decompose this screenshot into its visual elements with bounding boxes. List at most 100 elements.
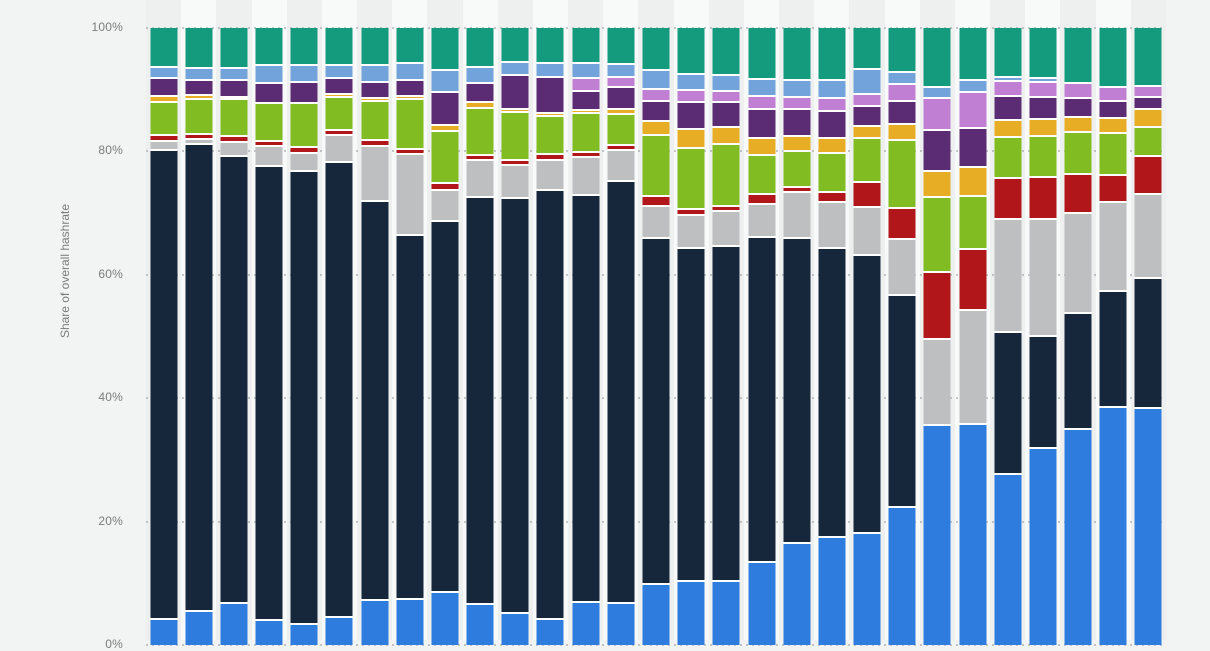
bar-segment-dark-purple[interactable] [888, 99, 916, 124]
bar-segment-gray[interactable] [150, 139, 178, 149]
bar-segment-gray[interactable] [1064, 211, 1092, 312]
bar-segment-lime-green[interactable] [1099, 132, 1127, 174]
bar-segment-dark-red[interactable] [1064, 172, 1092, 212]
bar-segment-orchid[interactable] [923, 96, 951, 130]
bar-segment-light-blue[interactable] [607, 62, 635, 77]
bar-segment-light-blue[interactable] [466, 65, 494, 83]
bar-segment-dark-navy[interactable] [1099, 290, 1127, 406]
bar-segment-gold[interactable] [959, 165, 987, 195]
bar-segment-orchid[interactable] [712, 89, 740, 102]
bar-segment-gray[interactable] [325, 133, 353, 161]
bar-segment-blue[interactable] [185, 609, 213, 645]
bar-segment-gold[interactable] [536, 112, 564, 116]
bar-segment-gray[interactable] [748, 202, 775, 236]
bar-segment-light-blue[interactable] [818, 78, 846, 97]
bar-segment-dark-purple[interactable] [220, 79, 248, 96]
bar-segment-blue[interactable] [150, 617, 178, 645]
bar-segment-dark-navy[interactable] [1029, 334, 1057, 448]
bar-segment-dark-purple[interactable] [501, 73, 529, 109]
bar-segment-dark-red[interactable] [1134, 154, 1162, 194]
bar-segment-orchid[interactable] [677, 89, 705, 102]
bar-segment-gray[interactable] [431, 188, 459, 220]
bar-segment-light-blue[interactable] [888, 70, 916, 83]
bar-segment-light-blue[interactable] [923, 85, 951, 97]
bar-segment-gold[interactable] [361, 97, 389, 101]
bar-segment-teal[interactable] [1029, 28, 1057, 78]
bar-segment-teal[interactable] [361, 28, 389, 64]
stacked-bar[interactable] [642, 28, 670, 645]
bar-segment-gold[interactable] [501, 108, 529, 111]
bar-segment-lime-green[interactable] [290, 101, 318, 146]
bar-segment-teal[interactable] [959, 28, 987, 79]
bar-segment-blue[interactable] [748, 560, 775, 645]
bar-segment-lime-green[interactable] [396, 98, 424, 149]
bar-segment-gold[interactable] [466, 101, 494, 107]
bar-segment-lime-green[interactable] [150, 100, 178, 134]
stacked-bar[interactable] [607, 28, 635, 645]
bar-segment-blue[interactable] [396, 597, 424, 645]
bar-segment-blue[interactable] [325, 615, 353, 645]
bar-segment-dark-purple[interactable] [1134, 96, 1162, 109]
stacked-bar[interactable] [1029, 28, 1057, 645]
stacked-bar[interactable] [888, 28, 916, 645]
bar-segment-teal[interactable] [185, 28, 213, 68]
bar-segment-dark-navy[interactable] [572, 194, 600, 601]
bar-segment-lime-green[interactable] [642, 133, 670, 195]
bar-segment-teal[interactable] [853, 28, 881, 68]
bar-segment-gray[interactable] [255, 145, 283, 165]
bar-segment-lime-green[interactable] [572, 111, 600, 151]
bar-segment-gray[interactable] [572, 155, 600, 195]
bar-segment-teal[interactable] [607, 28, 635, 63]
bar-segment-blue[interactable] [572, 600, 600, 645]
bar-segment-dark-purple[interactable] [396, 79, 424, 95]
stacked-bar[interactable] [783, 28, 811, 645]
stacked-bar[interactable] [994, 28, 1022, 645]
bar-segment-dark-purple[interactable] [642, 99, 670, 120]
bar-segment-light-blue[interactable] [325, 63, 353, 78]
stacked-bar[interactable] [501, 28, 529, 645]
bar-segment-lime-green[interactable] [748, 154, 775, 194]
bar-segment-gold[interactable] [818, 136, 846, 153]
bar-segment-dark-red[interactable] [255, 140, 283, 146]
bar-segment-gold[interactable] [220, 95, 248, 98]
bar-segment-dark-red[interactable] [994, 176, 1022, 219]
bar-segment-dark-navy[interactable] [712, 244, 740, 580]
bar-segment-dark-purple[interactable] [1064, 97, 1092, 116]
bar-segment-gray[interactable] [361, 144, 389, 201]
bar-segment-lime-green[interactable] [1064, 130, 1092, 173]
bar-segment-blue[interactable] [1064, 427, 1092, 645]
bar-segment-orchid[interactable] [888, 82, 916, 100]
bar-segment-orchid[interactable] [1029, 80, 1057, 97]
bar-segment-lime-green[interactable] [361, 100, 389, 140]
bar-segment-dark-navy[interactable] [853, 253, 881, 532]
bar-segment-blue[interactable] [361, 598, 389, 645]
bar-segment-light-blue[interactable] [536, 62, 564, 76]
bar-segment-gray[interactable] [642, 205, 670, 237]
stacked-bar[interactable] [572, 28, 600, 645]
bar-segment-gold[interactable] [853, 125, 881, 137]
bar-segment-lime-green[interactable] [185, 97, 213, 134]
bar-segment-blue[interactable] [1029, 447, 1057, 645]
bar-segment-dark-red[interactable] [1029, 175, 1057, 218]
bar-segment-lime-green[interactable] [255, 101, 283, 141]
bar-segment-dark-purple[interactable] [325, 77, 353, 94]
bar-segment-teal[interactable] [994, 28, 1022, 76]
bar-segment-lime-green[interactable] [923, 195, 951, 272]
bar-segment-light-blue[interactable] [712, 73, 740, 90]
bar-segment-gold[interactable] [431, 124, 459, 130]
bar-segment-dark-red[interactable] [642, 194, 670, 206]
bar-segment-dark-purple[interactable] [572, 89, 600, 109]
bar-segment-blue[interactable] [431, 591, 459, 645]
bar-segment-dark-navy[interactable] [818, 247, 846, 536]
bar-segment-teal[interactable] [818, 28, 846, 79]
stacked-bar[interactable] [290, 28, 318, 645]
stacked-bar[interactable] [185, 28, 213, 645]
bar-segment-teal[interactable] [783, 28, 811, 79]
stacked-bar[interactable] [1099, 28, 1127, 645]
stacked-bar[interactable] [255, 28, 283, 645]
bar-segment-gray[interactable] [220, 141, 248, 156]
bar-segment-lime-green[interactable] [501, 110, 529, 160]
bar-segment-dark-red[interactable] [501, 159, 529, 165]
bar-segment-orchid[interactable] [1099, 86, 1127, 101]
bar-segment-orchid[interactable] [748, 94, 775, 109]
